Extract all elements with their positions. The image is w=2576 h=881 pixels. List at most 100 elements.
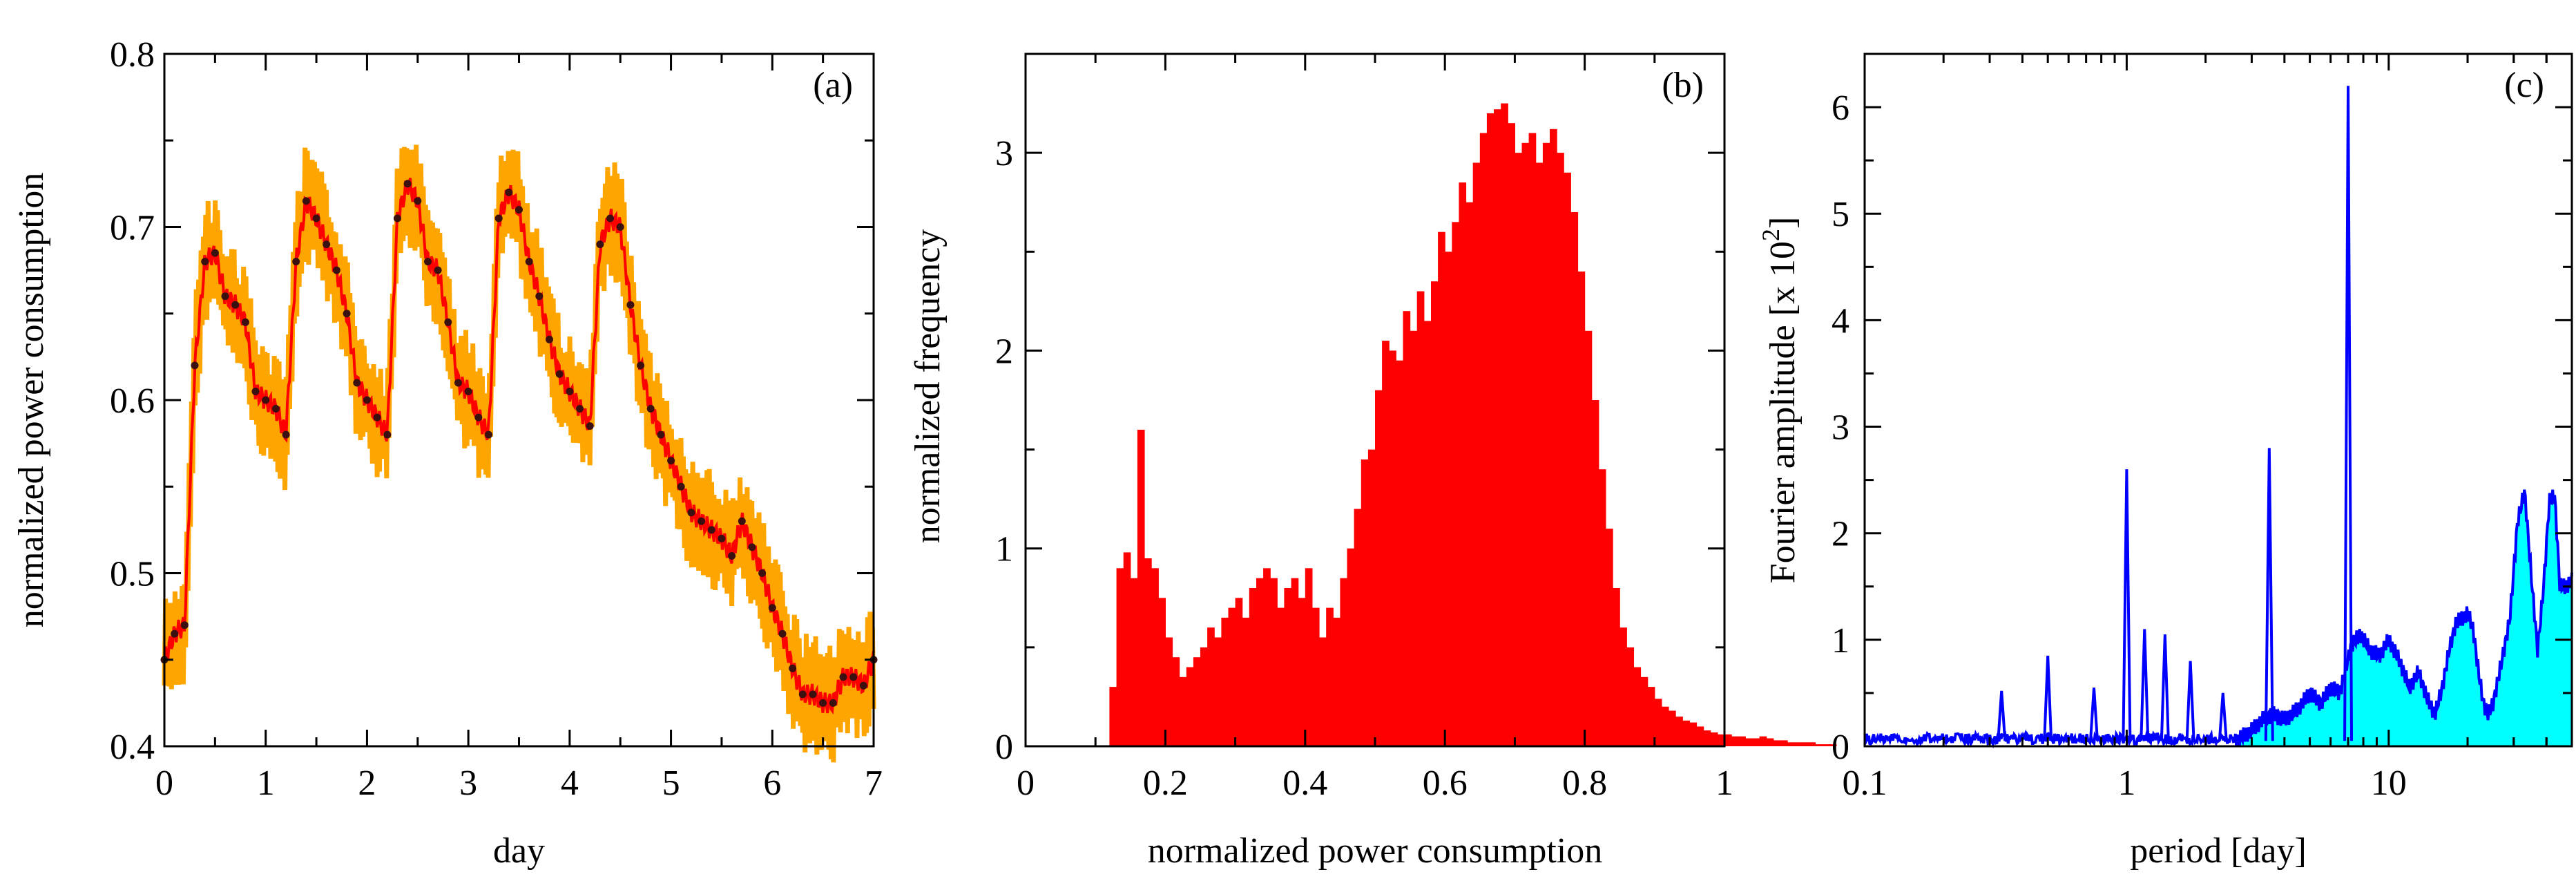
histogram-bar [1780,740,1788,746]
histogram-bar [1654,699,1662,746]
histogram-bar [1284,588,1292,746]
data-point [606,214,614,222]
x-tick-label: 0 [1017,764,1035,803]
data-point [312,214,320,222]
data-point [596,240,604,249]
histogram-bar [1794,742,1802,746]
y-tick-label: 0.6 [110,381,155,421]
panel-a: 0 1 2 3 4 5 6 7 0.4 0.5 0.6 0.7 0.8 day normalized pow… [12,35,883,871]
data-point [302,197,310,205]
histogram-bar [1151,568,1159,746]
histogram-bar [1438,231,1445,746]
histogram-bar [1731,736,1739,746]
data-point [474,413,483,421]
data-point [789,664,797,672]
data-point [363,396,371,404]
histogram-bar [1382,341,1390,747]
data-point [839,673,847,681]
x-tick-label: 4 [561,764,579,803]
x-tick-label: 0.4 [1282,764,1327,803]
data-point [221,292,229,301]
y-tick-label: 2 [995,332,1013,371]
histogram-bar [1570,212,1579,746]
histogram-bar [1193,657,1201,746]
data-point [687,509,695,517]
histogram-bar [1270,578,1278,746]
histogram-bar [1752,738,1760,746]
y-tick-label: 0.4 [110,728,155,767]
data-point [211,249,219,257]
histogram-bar [1291,578,1299,746]
x-axis-label: normalized power consumption [1148,831,1603,871]
histogram-bar [1647,687,1655,746]
spike-peak [1997,690,2007,741]
histogram-bar [1200,647,1208,746]
histogram-bar [1661,706,1669,746]
x-tick-label: 7 [865,764,883,803]
y-tick-label: 3 [1832,408,1849,448]
y-axis-label: normalized frequency [908,229,948,544]
y-tick-label: 0.5 [110,555,155,594]
data-point [241,318,249,326]
histogram-bar [1221,617,1229,746]
histogram-bar [1528,133,1537,746]
histogram-bar [1333,617,1340,746]
histogram-bar [1591,400,1599,746]
data-point [738,517,746,525]
y-tick-label: 2 [1832,515,1849,554]
data-point [566,388,574,395]
y-tick-label: 0 [995,728,1013,767]
histogram-bar [1787,742,1795,746]
data-point [323,240,331,249]
spike-peak [2264,448,2274,741]
histogram-bar [1423,321,1432,746]
y-tick-label: 0 [1832,728,1849,767]
histogram-bar [1822,744,1830,746]
histogram-bar [1808,742,1816,746]
histogram-bar [1613,588,1620,746]
data-point [677,482,685,491]
histogram-bar [1172,657,1180,746]
histogram-bar [1186,667,1194,746]
data-point [231,301,240,309]
histogram-bar [1619,627,1627,746]
y-axis-label: Fourier amplitude [x 102] [1757,217,1803,584]
spike-peak [2218,692,2228,741]
histogram-bar [1521,142,1530,747]
histogram-bar [1235,598,1243,746]
data-point [403,180,412,188]
data-point [292,258,300,266]
cyan-fill-area [2235,491,2572,746]
histogram-bar [1829,744,1837,746]
histogram-bar [1158,598,1166,746]
x-tick-label: 1 [2117,764,2135,803]
spike-peak [2140,629,2150,741]
data-point [505,188,513,196]
y-tick-label: 5 [1832,195,1849,234]
histogram-bar [1494,109,1501,746]
data-point [454,379,462,387]
histogram-bar [1347,548,1355,746]
data-point [798,690,807,699]
data-point [859,681,867,690]
histogram-bar [1501,103,1508,747]
histogram-bar [1311,607,1320,746]
spike-group [1997,86,2354,741]
histogram-bar [1305,568,1313,746]
data-point [332,266,340,274]
histogram-bar [1738,736,1746,746]
histogram-bar [1724,734,1732,746]
data-point [546,335,553,343]
histogram-bar [1277,607,1285,746]
x-tick-label: 0.6 [1423,764,1468,803]
histogram-bar [1766,738,1774,746]
x-tick-label: 1 [1715,764,1733,803]
x-tick-label: 0.1 [1843,764,1887,803]
histogram-bar [1326,607,1334,746]
plot-frame [1863,53,2573,748]
histogram-bar [1606,529,1613,746]
data-point [758,569,767,577]
orange-band-series [162,144,876,763]
histogram-bar [1696,726,1704,746]
